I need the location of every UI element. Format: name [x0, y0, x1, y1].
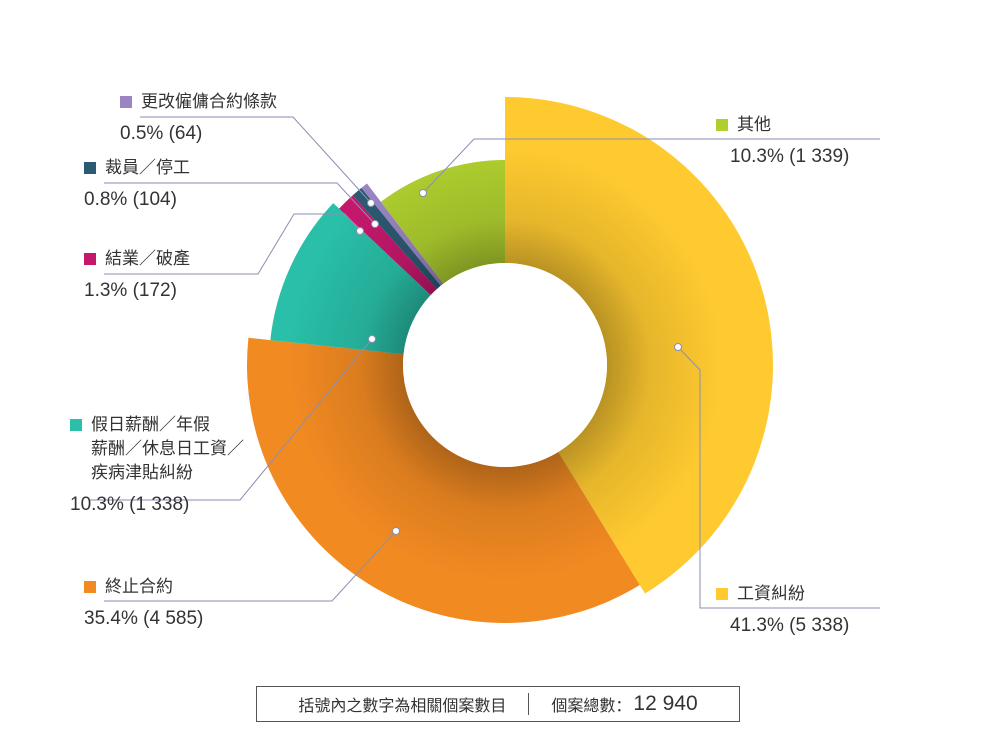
leader-dot-others	[419, 189, 427, 197]
slice-shading-others	[380, 160, 505, 284]
swatch-wages	[716, 588, 728, 600]
donut-hole	[403, 263, 607, 467]
swatch-holiday	[70, 419, 82, 431]
legend-termination: 終止合約 35.4% (4 585)	[84, 575, 203, 633]
swatch-layoff	[84, 162, 96, 174]
legend-value-holiday: 10.3% (1 338)	[70, 494, 190, 515]
legend-value-closure: 1.3% (172)	[84, 280, 177, 301]
leader-line-termination	[104, 530, 397, 602]
legend-wages: 工資糾紛 41.3% (5 338)	[716, 582, 849, 640]
leader-line-contract-change	[140, 116, 372, 204]
legend-value-wages: 41.3% (5 338)	[730, 615, 850, 636]
leader-dot-contract-change	[367, 199, 375, 207]
footer-note: 括號內之數字為相關個案數目	[298, 696, 507, 715]
legend-value-contract-change: 0.5% (64)	[120, 123, 203, 144]
footer-total-label: 個案總數：	[551, 696, 632, 715]
legend-holiday: 假日薪酬／年假 薪酬／休息日工資／ 疾病津貼糾紛 10.3% (1 338)	[70, 413, 244, 519]
leader-line-closure	[104, 213, 361, 275]
leader-line-layoff	[104, 182, 376, 225]
legend-label-others: 其他	[737, 115, 771, 135]
swatch-closure	[84, 253, 96, 265]
leader-line-holiday	[90, 338, 373, 501]
swatch-contract-change	[120, 96, 132, 108]
footer-total-value: 12 940	[633, 692, 698, 715]
legend-contract-change: 更改僱傭合約條款 0.5% (64)	[120, 90, 277, 148]
swatch-others	[716, 119, 728, 131]
legend-value-termination: 35.4% (4 585)	[84, 608, 204, 629]
leader-dot-closure	[356, 227, 364, 235]
legend-closure: 結業／破產 1.3% (172)	[84, 247, 190, 305]
footer-note-box: 括號內之數字為相關個案數目 個案總數： 12 940	[256, 686, 740, 722]
footer-separator	[528, 693, 530, 715]
slice-shading-holiday	[270, 203, 431, 355]
slice-shading-layoff	[352, 187, 441, 290]
swatch-termination	[84, 581, 96, 593]
legend-label-holiday: 假日薪酬／年假 薪酬／休息日工資／ 疾病津貼糾紛	[91, 415, 244, 483]
legend-layoff: 裁員／停工 0.8% (104)	[84, 156, 190, 214]
slice-shading-contract-change	[361, 183, 444, 286]
slice-shading-wages	[505, 97, 774, 594]
leader-dot-holiday	[368, 335, 376, 343]
legend-value-others: 10.3% (1 339)	[730, 146, 850, 167]
leader-dot-wages	[674, 343, 682, 351]
slice-shading-termination	[246, 337, 640, 623]
leader-line-others	[422, 138, 880, 194]
legend-label-layoff: 裁員／停工	[105, 158, 190, 178]
legend-others: 其他 10.3% (1 339)	[716, 113, 849, 171]
slice-shading-closure	[339, 195, 437, 296]
leader-dot-termination	[392, 527, 400, 535]
legend-value-layoff: 0.8% (104)	[84, 189, 177, 210]
legend-label-termination: 終止合約	[105, 577, 173, 597]
legend-label-contract-change: 更改僱傭合約條款	[141, 92, 277, 112]
leader-dot-layoff	[371, 220, 379, 228]
legend-label-closure: 結業／破產	[105, 249, 190, 269]
leader-line-wages	[677, 346, 880, 609]
legend-label-wages: 工資糾紛	[737, 584, 805, 604]
